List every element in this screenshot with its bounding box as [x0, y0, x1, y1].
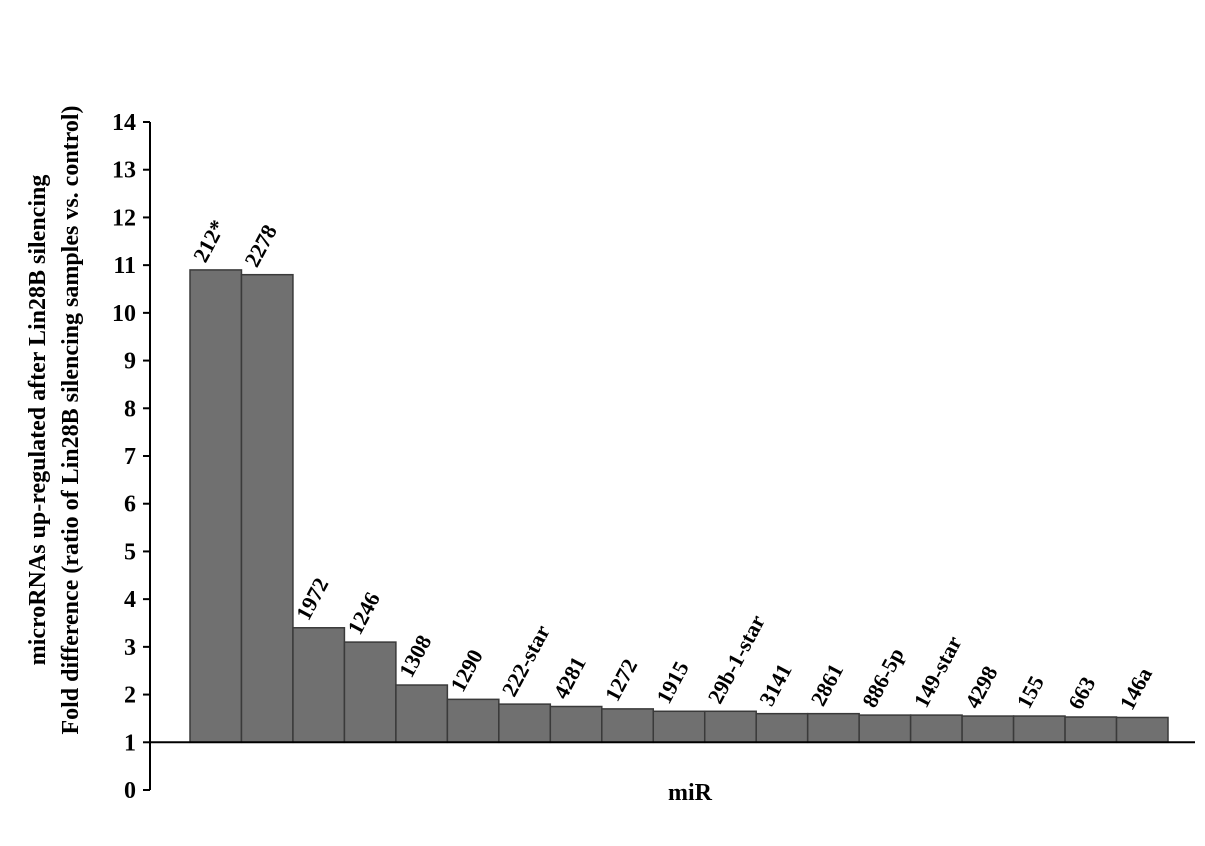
y-tick-label: 2: [124, 683, 136, 709]
bar: [652, 710, 706, 744]
bar: [549, 705, 603, 744]
y-tick-label: 1: [124, 730, 136, 756]
bar: [909, 714, 963, 744]
bar-label: 1272: [600, 655, 643, 706]
bar-label: 222-star: [497, 621, 555, 701]
bar-label: 212*: [188, 216, 231, 267]
x-axis-label: miR: [668, 780, 713, 806]
bar-label: 3141: [754, 659, 797, 710]
bar: [755, 712, 809, 744]
bar: [395, 684, 449, 744]
bar: [446, 698, 500, 744]
bar: [343, 641, 397, 744]
bar-label: 146a: [1114, 663, 1157, 714]
bar: [498, 703, 552, 744]
y-tick-label: 6: [124, 492, 136, 518]
bar: [189, 269, 243, 744]
bar-label: 4298: [960, 662, 1003, 713]
bar: [858, 714, 912, 744]
bar-label: 4281: [548, 652, 591, 703]
bar: [1012, 715, 1066, 744]
y-tick-label: 5: [124, 539, 136, 565]
y-tick-label: 13: [112, 158, 136, 184]
bar: [601, 708, 655, 744]
y-tick-label: 9: [124, 349, 136, 375]
y-tick-label: 7: [124, 444, 136, 470]
y-tick-label: 0: [124, 778, 136, 804]
bar: [1064, 716, 1118, 744]
bar-label: 2861: [805, 659, 848, 710]
bar-label: 663: [1063, 672, 1101, 713]
bar-label: 1972: [291, 574, 334, 625]
y-axis-label: microRNAs up-regulated after Lin28B sile…: [25, 175, 51, 666]
bar-label: 1246: [342, 588, 385, 639]
bar-label: 149-star: [908, 632, 966, 712]
bar: [292, 627, 346, 744]
bar-label: 155: [1011, 672, 1049, 713]
bar-label: 1308: [394, 631, 437, 682]
bar: [240, 273, 294, 744]
bar-label: 1915: [651, 657, 694, 708]
y-axis-label: Fold difference (ratio of Lin28B silenci…: [58, 105, 84, 734]
bar-label: 886-5p: [857, 644, 909, 712]
bar-label: 2278: [239, 220, 282, 271]
y-tick-label: 10: [112, 301, 136, 327]
y-tick-label: 8: [124, 396, 136, 422]
bar: [1115, 716, 1169, 744]
y-tick-label: 4: [124, 587, 136, 613]
bar: [961, 715, 1015, 744]
y-tick-label: 14: [112, 110, 136, 136]
bar: [703, 710, 757, 744]
bar: [806, 712, 860, 744]
y-tick-label: 11: [113, 253, 136, 279]
bar-label: 1290: [445, 645, 488, 696]
y-tick-label: 12: [112, 205, 136, 231]
y-tick-label: 3: [124, 635, 136, 661]
